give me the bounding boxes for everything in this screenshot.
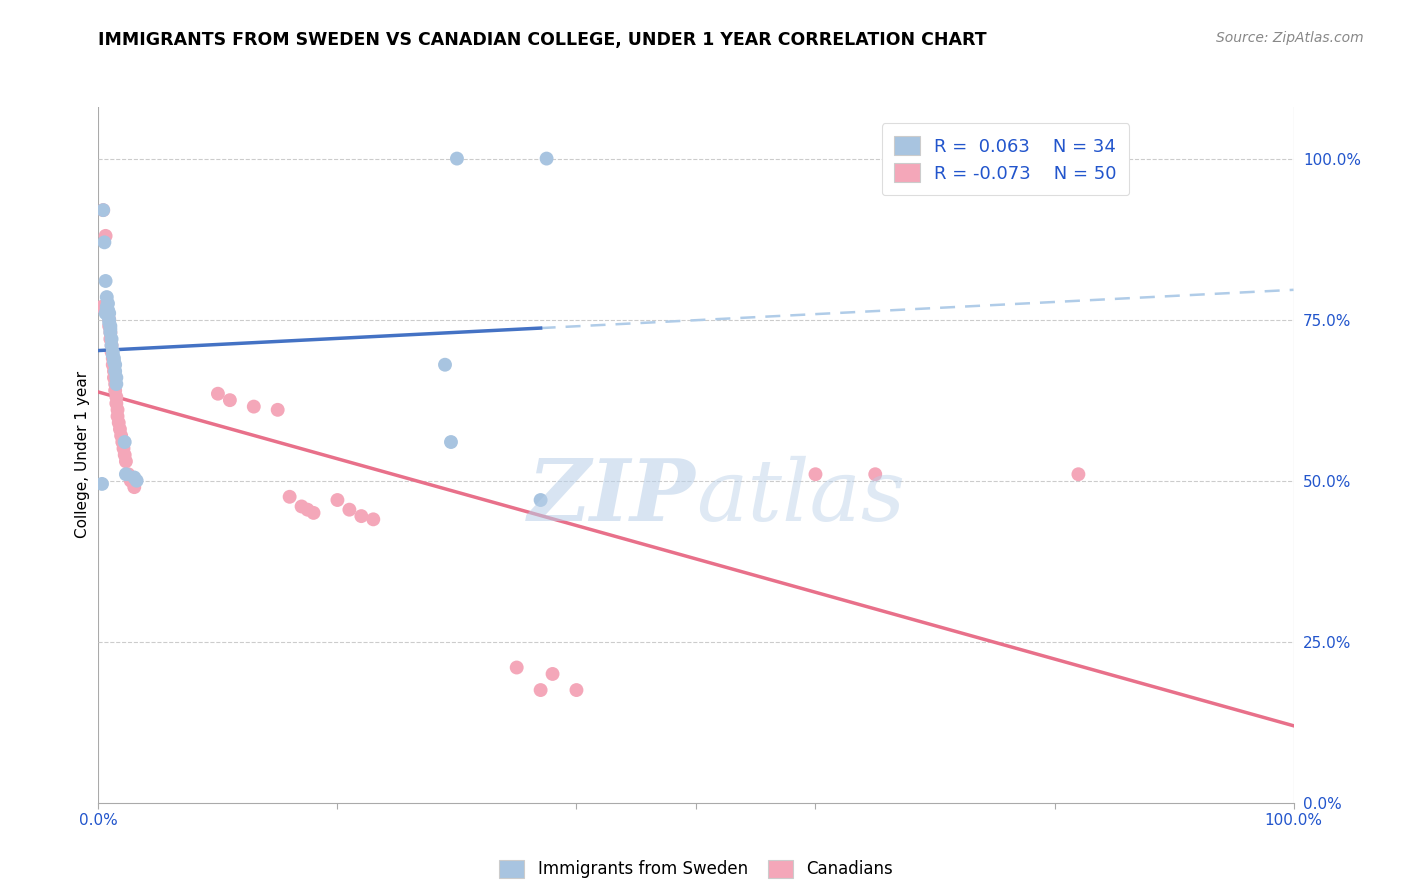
Point <box>124 470 146 484</box>
Point <box>117 467 139 482</box>
Point <box>115 467 138 482</box>
Point <box>98 332 122 346</box>
Text: atlas: atlas <box>696 455 905 538</box>
Point <box>100 338 122 352</box>
Point <box>103 354 125 368</box>
Point <box>101 348 124 362</box>
Point <box>114 448 136 462</box>
Point <box>104 384 127 398</box>
Point <box>108 422 131 436</box>
Point <box>804 467 827 482</box>
Point <box>529 493 551 508</box>
Point <box>94 228 117 243</box>
Point <box>100 338 122 352</box>
Point <box>100 344 122 359</box>
Point <box>97 303 120 318</box>
Point <box>105 396 128 410</box>
Point <box>103 351 125 366</box>
Point <box>107 416 129 430</box>
Point <box>291 500 314 514</box>
Text: ZIP: ZIP <box>529 455 696 539</box>
Point <box>91 203 114 218</box>
Point <box>433 358 456 372</box>
Point <box>98 312 121 326</box>
Point <box>103 370 125 384</box>
Point <box>105 377 128 392</box>
Point <box>1067 467 1090 482</box>
Point <box>94 274 117 288</box>
Point <box>207 386 229 401</box>
Point <box>97 306 120 320</box>
Point <box>91 476 114 491</box>
Y-axis label: College, Under 1 year: College, Under 1 year <box>75 371 90 539</box>
Point <box>105 390 128 404</box>
Point <box>98 312 121 326</box>
Point <box>96 300 118 314</box>
Point <box>302 506 325 520</box>
Point <box>112 442 135 456</box>
Point <box>98 322 122 336</box>
Point <box>219 393 242 408</box>
Point <box>339 502 360 516</box>
Point <box>104 377 127 392</box>
Point <box>98 316 121 330</box>
Point <box>101 344 124 359</box>
Point <box>110 428 132 442</box>
Point <box>297 502 319 516</box>
Point <box>107 402 129 417</box>
Point <box>114 435 136 450</box>
Point <box>103 364 125 378</box>
Point <box>278 490 301 504</box>
Point <box>100 332 122 346</box>
Point <box>98 306 121 320</box>
Point <box>91 300 114 314</box>
Point <box>97 296 120 310</box>
Point <box>363 512 385 526</box>
Point <box>96 300 118 314</box>
Point <box>104 358 127 372</box>
Point <box>96 290 118 304</box>
Point <box>98 326 122 340</box>
Point <box>440 435 463 450</box>
Point <box>536 152 558 166</box>
Text: IMMIGRANTS FROM SWEDEN VS CANADIAN COLLEGE, UNDER 1 YEAR CORRELATION CHART: IMMIGRANTS FROM SWEDEN VS CANADIAN COLLE… <box>98 31 987 49</box>
Text: Source: ZipAtlas.com: Source: ZipAtlas.com <box>1216 31 1364 45</box>
Point <box>529 683 551 698</box>
Point <box>565 683 588 698</box>
Point <box>267 402 290 417</box>
Legend: Immigrants from Sweden, Canadians: Immigrants from Sweden, Canadians <box>492 853 900 885</box>
Point <box>506 660 529 674</box>
Point <box>125 474 148 488</box>
Point <box>98 326 122 340</box>
Point <box>101 351 124 366</box>
Point <box>98 319 121 334</box>
Point <box>541 667 564 681</box>
Point <box>105 370 128 384</box>
Point <box>104 364 127 378</box>
Point <box>91 203 114 218</box>
Point <box>94 306 117 320</box>
Point <box>326 493 349 508</box>
Point <box>98 319 122 334</box>
Point <box>243 400 266 414</box>
Point <box>120 474 142 488</box>
Point <box>101 358 124 372</box>
Point <box>350 509 373 524</box>
Point <box>107 409 129 424</box>
Point <box>93 235 115 250</box>
Point <box>111 435 134 450</box>
Point <box>115 454 138 468</box>
Point <box>124 480 146 494</box>
Point <box>863 467 887 482</box>
Point <box>446 152 468 166</box>
